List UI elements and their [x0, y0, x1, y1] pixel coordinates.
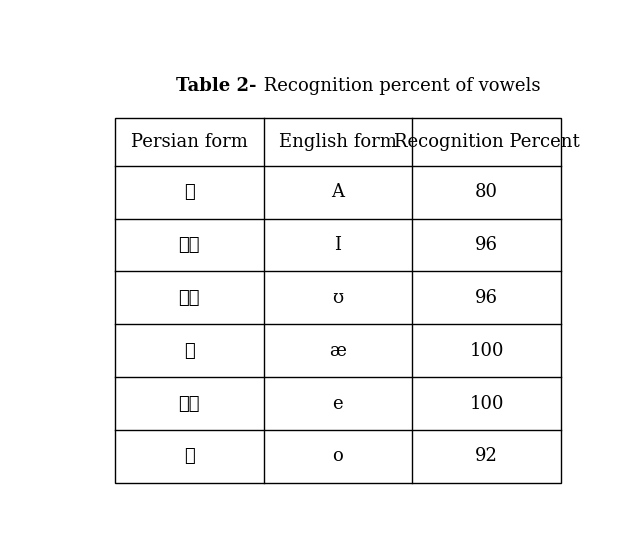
Text: اِ: اِ	[179, 394, 200, 413]
Text: e: e	[333, 394, 343, 413]
Text: 100: 100	[470, 394, 504, 413]
Text: ای: ای	[179, 236, 200, 254]
Bar	[115, 118, 561, 483]
Text: 80: 80	[476, 183, 498, 201]
Text: A: A	[332, 183, 344, 201]
Text: Recognition percent of vowels: Recognition percent of vowels	[257, 77, 540, 95]
Text: أ: أ	[184, 447, 195, 466]
Text: 96: 96	[476, 236, 498, 254]
Text: أ: أ	[184, 341, 195, 360]
Text: 92: 92	[476, 447, 498, 466]
Text: ʊ: ʊ	[332, 289, 344, 307]
Text: 100: 100	[470, 341, 504, 360]
Text: Persian form: Persian form	[131, 133, 248, 151]
Text: æ: æ	[330, 341, 346, 360]
Text: o: o	[333, 447, 343, 466]
Text: 96: 96	[476, 289, 498, 307]
Text: Recognition Percent: Recognition Percent	[394, 133, 580, 151]
Text: English form: English form	[279, 133, 397, 151]
Text: او: او	[179, 289, 200, 307]
Text: I: I	[335, 236, 341, 254]
Text: Table 2-: Table 2-	[175, 77, 256, 95]
Text: آ: آ	[184, 183, 195, 201]
